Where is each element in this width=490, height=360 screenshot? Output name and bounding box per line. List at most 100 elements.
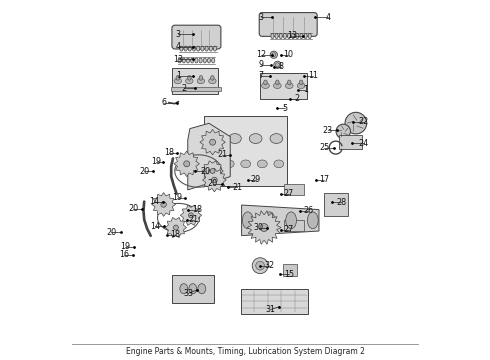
Text: 20: 20 bbox=[139, 166, 149, 175]
Text: 3: 3 bbox=[259, 13, 264, 22]
Text: 18: 18 bbox=[193, 205, 202, 214]
Ellipse shape bbox=[210, 139, 216, 145]
Text: 4: 4 bbox=[325, 13, 330, 22]
Ellipse shape bbox=[178, 58, 181, 63]
FancyBboxPatch shape bbox=[172, 25, 221, 49]
Ellipse shape bbox=[212, 177, 217, 183]
Text: 31: 31 bbox=[266, 305, 276, 314]
Polygon shape bbox=[200, 130, 225, 155]
Ellipse shape bbox=[199, 58, 202, 63]
Text: 15: 15 bbox=[284, 270, 294, 279]
Ellipse shape bbox=[271, 33, 274, 39]
Text: 30: 30 bbox=[254, 223, 264, 232]
Text: 26: 26 bbox=[303, 207, 313, 215]
Polygon shape bbox=[202, 168, 226, 192]
Text: 14: 14 bbox=[150, 222, 160, 231]
Ellipse shape bbox=[180, 46, 183, 51]
Ellipse shape bbox=[308, 33, 311, 39]
Ellipse shape bbox=[196, 46, 200, 51]
Ellipse shape bbox=[260, 224, 268, 231]
Ellipse shape bbox=[184, 46, 187, 51]
Ellipse shape bbox=[286, 212, 296, 229]
Ellipse shape bbox=[307, 212, 318, 229]
Ellipse shape bbox=[274, 61, 281, 68]
Text: 29: 29 bbox=[251, 175, 261, 184]
Ellipse shape bbox=[174, 78, 181, 84]
Ellipse shape bbox=[241, 160, 251, 168]
Text: 20: 20 bbox=[128, 204, 139, 213]
Ellipse shape bbox=[299, 80, 303, 85]
FancyBboxPatch shape bbox=[324, 193, 347, 216]
Polygon shape bbox=[180, 205, 201, 225]
Ellipse shape bbox=[193, 46, 196, 51]
Ellipse shape bbox=[186, 78, 193, 84]
FancyBboxPatch shape bbox=[241, 289, 308, 314]
Ellipse shape bbox=[176, 76, 179, 80]
Ellipse shape bbox=[208, 134, 220, 144]
Text: 3: 3 bbox=[176, 30, 181, 39]
Ellipse shape bbox=[229, 134, 241, 144]
Ellipse shape bbox=[288, 33, 291, 39]
Text: 20: 20 bbox=[208, 179, 218, 188]
Ellipse shape bbox=[198, 284, 206, 294]
Text: 1: 1 bbox=[176, 71, 181, 80]
Text: 2: 2 bbox=[294, 94, 300, 103]
Ellipse shape bbox=[270, 134, 283, 144]
Ellipse shape bbox=[304, 33, 307, 39]
Text: 12: 12 bbox=[256, 50, 266, 59]
Ellipse shape bbox=[257, 160, 267, 168]
Polygon shape bbox=[202, 161, 223, 181]
Polygon shape bbox=[242, 205, 319, 235]
Text: Engine Parts & Mounts, Timing, Lubrication System Diagram 2: Engine Parts & Mounts, Timing, Lubricati… bbox=[125, 346, 365, 356]
Ellipse shape bbox=[283, 33, 287, 39]
Text: 2: 2 bbox=[181, 84, 186, 93]
Ellipse shape bbox=[182, 58, 185, 63]
Text: 14: 14 bbox=[149, 197, 159, 206]
Ellipse shape bbox=[210, 168, 215, 174]
Text: 16: 16 bbox=[120, 251, 129, 259]
Ellipse shape bbox=[288, 80, 291, 85]
Ellipse shape bbox=[188, 46, 192, 51]
Text: 27: 27 bbox=[284, 225, 294, 234]
Ellipse shape bbox=[199, 76, 202, 80]
Ellipse shape bbox=[203, 58, 206, 63]
Ellipse shape bbox=[180, 284, 188, 294]
FancyBboxPatch shape bbox=[171, 87, 221, 91]
Text: 13: 13 bbox=[173, 55, 183, 64]
Ellipse shape bbox=[273, 83, 281, 89]
Ellipse shape bbox=[275, 80, 279, 85]
FancyBboxPatch shape bbox=[283, 264, 297, 276]
FancyBboxPatch shape bbox=[204, 116, 287, 186]
Ellipse shape bbox=[264, 212, 275, 229]
Text: 33: 33 bbox=[183, 289, 193, 298]
Text: 21: 21 bbox=[189, 215, 199, 224]
Ellipse shape bbox=[208, 160, 218, 168]
Polygon shape bbox=[174, 151, 199, 176]
Text: 11: 11 bbox=[308, 71, 318, 80]
Text: 6: 6 bbox=[162, 98, 167, 107]
Ellipse shape bbox=[243, 212, 253, 229]
Ellipse shape bbox=[279, 33, 282, 39]
Ellipse shape bbox=[214, 46, 217, 51]
Ellipse shape bbox=[345, 112, 367, 134]
Text: 9: 9 bbox=[259, 60, 264, 69]
FancyBboxPatch shape bbox=[284, 184, 304, 195]
FancyBboxPatch shape bbox=[260, 73, 307, 99]
Text: 25: 25 bbox=[319, 143, 329, 152]
Ellipse shape bbox=[270, 51, 277, 58]
Ellipse shape bbox=[264, 80, 267, 85]
Ellipse shape bbox=[184, 161, 190, 167]
Polygon shape bbox=[165, 217, 187, 238]
Ellipse shape bbox=[197, 78, 204, 84]
Text: 17: 17 bbox=[319, 175, 329, 184]
Ellipse shape bbox=[189, 284, 197, 294]
Ellipse shape bbox=[189, 213, 194, 218]
Ellipse shape bbox=[212, 58, 215, 63]
Ellipse shape bbox=[275, 63, 279, 67]
Ellipse shape bbox=[224, 160, 234, 168]
Ellipse shape bbox=[188, 76, 191, 80]
Ellipse shape bbox=[272, 53, 276, 57]
Text: 20: 20 bbox=[200, 166, 211, 175]
Ellipse shape bbox=[211, 76, 214, 80]
Text: 8: 8 bbox=[278, 62, 284, 71]
